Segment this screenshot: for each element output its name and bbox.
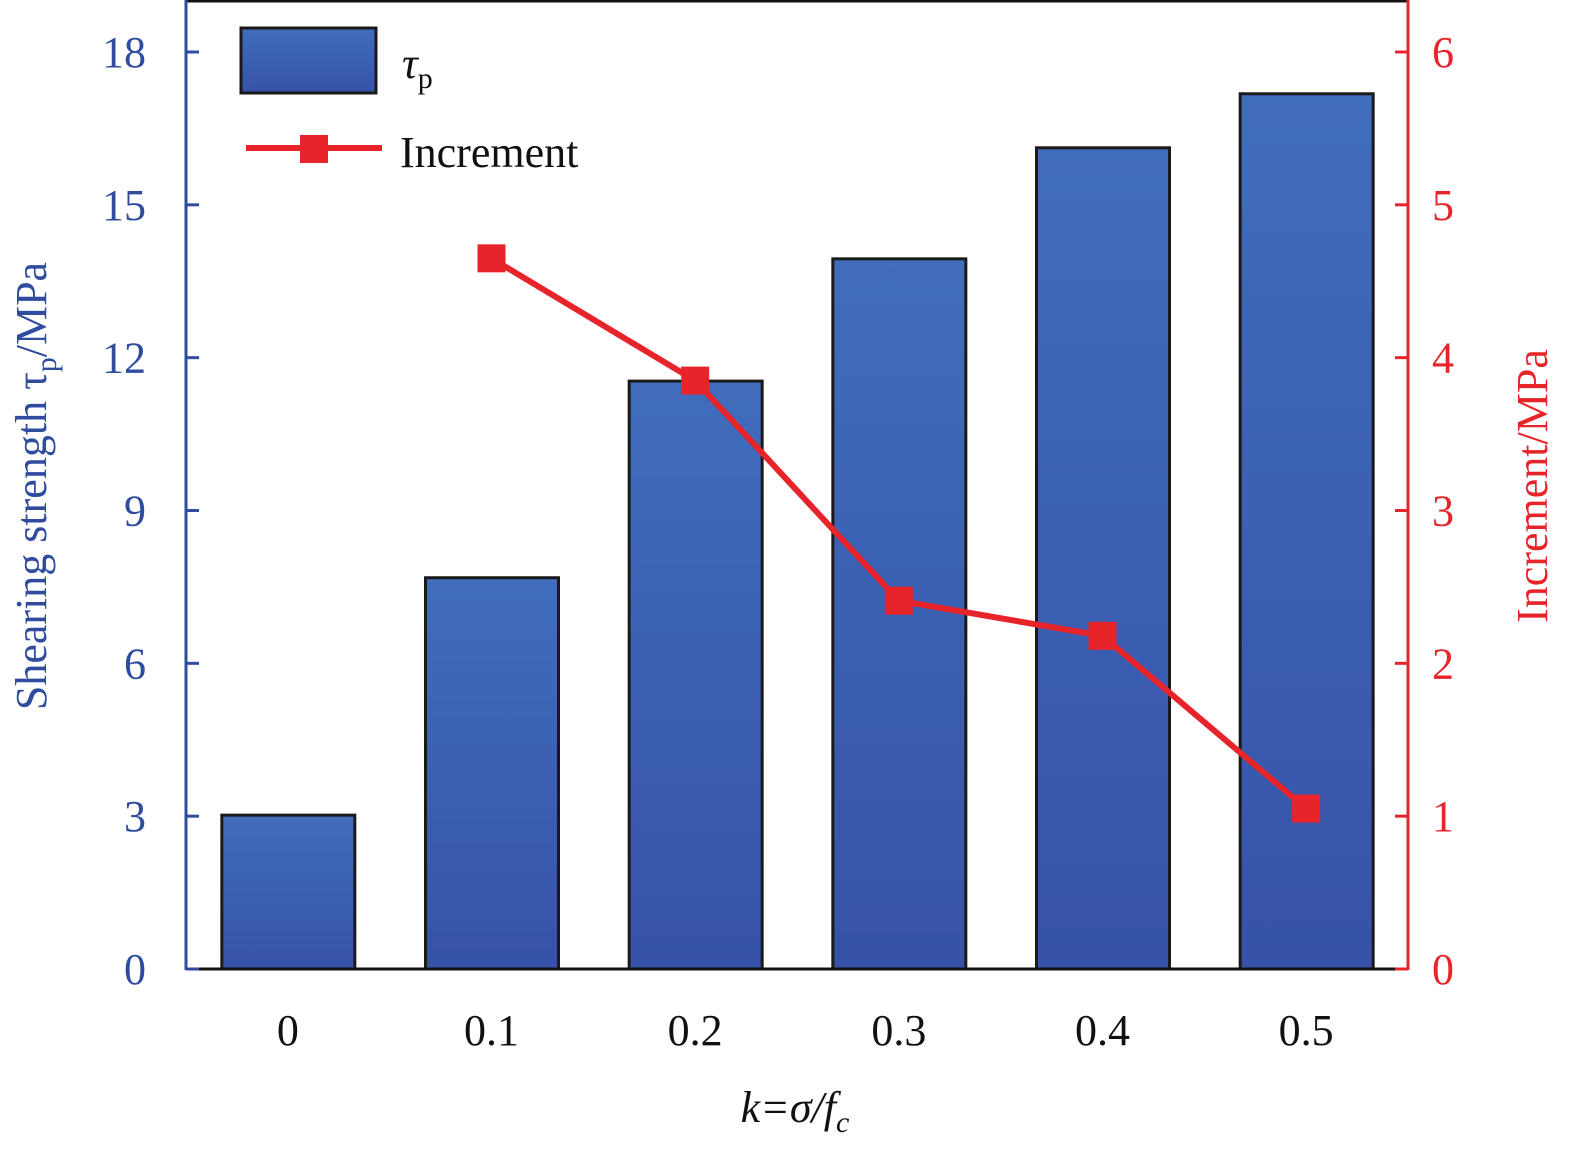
increment-marker xyxy=(477,244,506,273)
legend-bar-label: τp xyxy=(402,39,433,95)
legend-bar-swatch xyxy=(239,26,378,95)
x-tick-label: 0.2 xyxy=(668,1006,723,1055)
bar-0.4 xyxy=(1035,146,1171,971)
left-y-axis-label: Shearing strength τp/MPa xyxy=(7,262,63,710)
left-tick-label: 6 xyxy=(124,639,146,688)
left-tick-label: 3 xyxy=(124,792,146,841)
right-tick-label: 6 xyxy=(1432,28,1454,77)
left-tick-label: 18 xyxy=(102,28,146,77)
bar-0.2 xyxy=(627,379,764,971)
increment-marker xyxy=(1088,621,1117,650)
bar-0.5 xyxy=(1238,92,1375,971)
right-tick-label: 0 xyxy=(1432,945,1454,994)
right-tick-label: 5 xyxy=(1432,181,1454,230)
left-tick-label: 9 xyxy=(124,487,146,536)
bar-series xyxy=(220,92,1375,971)
right-tick-label: 2 xyxy=(1432,639,1454,688)
legend: τp Increment xyxy=(239,26,578,177)
right-tick-label: 3 xyxy=(1432,487,1454,536)
legend-line-label: Increment xyxy=(400,128,578,177)
right-y-axis-label: Increment/MPa xyxy=(1508,349,1557,623)
bar-0 xyxy=(220,813,357,971)
right-tick-label: 4 xyxy=(1432,334,1454,383)
legend-line-marker xyxy=(300,135,328,163)
increment-series xyxy=(477,244,1321,823)
right-tick-label: 1 xyxy=(1432,792,1454,841)
x-tick-label: 0.4 xyxy=(1075,1006,1130,1055)
x-tick-label: 0.3 xyxy=(871,1006,926,1055)
bar-0.1 xyxy=(424,576,560,971)
x-tick-label: 0.1 xyxy=(464,1006,519,1055)
left-tick-label: 12 xyxy=(102,334,146,383)
left-tick-label: 0 xyxy=(124,945,146,994)
increment-marker xyxy=(681,366,710,395)
left-ticks: 0 3 6 9 12 15 18 xyxy=(102,28,199,994)
x-ticks: 0 0.1 0.2 0.3 0.4 0.5 xyxy=(277,1006,1334,1055)
left-tick-label: 15 xyxy=(102,181,146,230)
increment-marker xyxy=(884,586,913,615)
x-axis-label: k=σ/fc xyxy=(741,1083,850,1139)
x-tick-label: 0 xyxy=(277,1006,299,1055)
increment-marker xyxy=(1292,794,1321,823)
right-ticks: 0 1 2 3 4 5 6 xyxy=(1395,28,1454,994)
x-tick-label: 0.5 xyxy=(1279,1006,1334,1055)
